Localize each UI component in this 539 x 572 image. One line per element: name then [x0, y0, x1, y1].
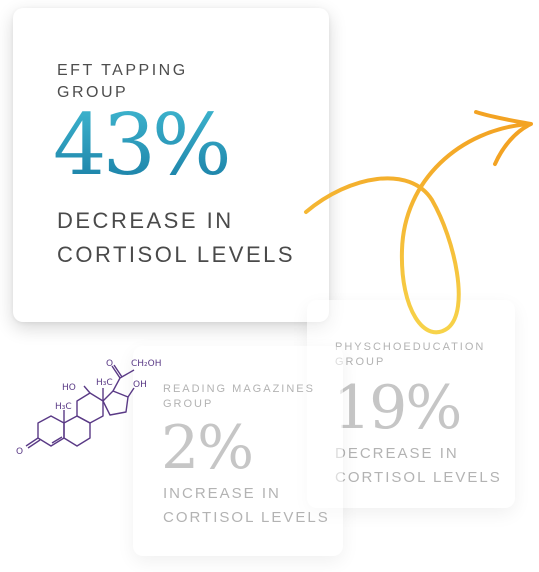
psychoeducation-card: PHYSCHOEDUCATION GROUP 19% DECREASE IN C… [307, 300, 515, 508]
reading-description: INCREASE IN CORTISOL LEVELS [163, 482, 343, 530]
eft-percentage: 43% [53, 96, 232, 194]
mol-label-o-top: O [106, 359, 113, 369]
mol-label-h3c-upper: H₃C [96, 378, 113, 388]
mol-label-h3c-lower: H₃C [55, 402, 72, 412]
reading-desc-line1: INCREASE IN [163, 485, 281, 502]
reading-group-label: READING MAGAZINES GROUP [163, 383, 315, 410]
mol-label-ho: HO [62, 383, 76, 393]
psychoeducation-desc-line1: DECREASE IN [335, 445, 459, 462]
reading-percentage: 2% [161, 413, 254, 483]
reading-magazines-card: READING MAGAZINES GROUP 2% INCREASE IN C… [133, 346, 343, 556]
eft-description: DECREASE IN CORTISOL LEVELS [57, 204, 317, 272]
cortisol-molecule-icon: O CH₂OH HO H₃C OH H₃C O [16, 359, 162, 457]
eft-group-label: EFT TAPPING GROUP [57, 62, 188, 101]
psychoeducation-percentage: 19% [333, 373, 462, 443]
psychoeducation-description: DECREASE IN CORTISOL LEVELS [335, 442, 515, 490]
mol-label-ch2oh: CH₂OH [131, 359, 162, 369]
mol-label-o-ketone: O [16, 447, 23, 457]
reading-desc-line2: CORTISOL LEVELS [163, 509, 330, 526]
eft-desc-line2: CORTISOL LEVELS [57, 242, 296, 268]
eft-tapping-card: EFT TAPPING GROUP 43% DECREASE IN CORTIS… [13, 8, 329, 322]
eft-desc-line1: DECREASE IN [57, 208, 234, 233]
psychoeducation-group-label: PHYSCHOEDUCATION GROUP [335, 341, 486, 368]
psychoeducation-desc-line2: CORTISOL LEVELS [335, 469, 502, 486]
mol-label-oh: OH [133, 380, 147, 390]
